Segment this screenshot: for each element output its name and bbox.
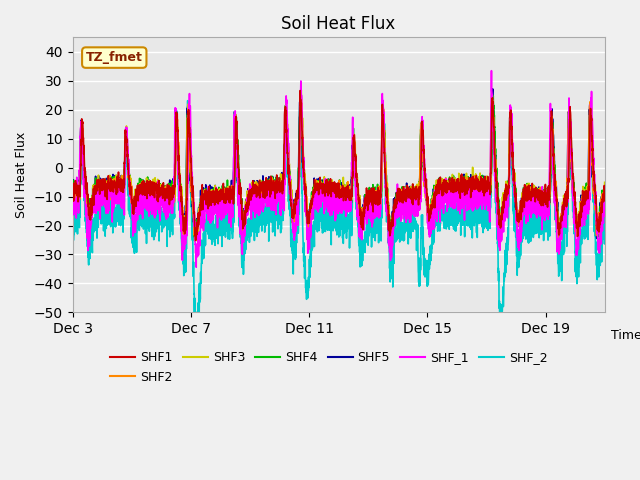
SHF2 [129, 205, 137, 211]
SHF4 [591, 187, 598, 192]
SHF_1 [296, 136, 303, 142]
SHF_2 [489, 92, 497, 98]
SHF5 [193, 237, 200, 243]
Line: SHF5: SHF5 [72, 89, 605, 240]
SHF1 [296, 107, 303, 112]
SHF_2 [296, 144, 303, 149]
SHF1 [273, 172, 280, 178]
SHF2 [273, 184, 280, 190]
SHF2 [161, 194, 168, 200]
SHF5 [161, 201, 168, 206]
SHF3 [298, 87, 305, 93]
SHF4 [68, 197, 76, 203]
SHF1 [591, 188, 598, 193]
SHF1 [533, 189, 541, 195]
X-axis label: Time: Time [611, 329, 640, 342]
SHF_2 [533, 223, 541, 229]
SHF4 [273, 181, 280, 187]
SHF_1 [488, 68, 495, 73]
SHF2 [296, 143, 303, 148]
SHF3 [533, 196, 541, 202]
SHF2 [533, 190, 541, 195]
SHF4 [129, 196, 137, 202]
SHF4 [533, 193, 541, 199]
SHF1 [68, 192, 76, 198]
SHF3 [68, 192, 76, 198]
SHF5 [489, 86, 497, 92]
SHF5 [591, 195, 598, 201]
SHF_1 [129, 203, 137, 209]
SHF2 [297, 91, 305, 97]
SHF5 [601, 187, 609, 192]
Title: Soil Heat Flux: Soil Heat Flux [282, 15, 396, 33]
Line: SHF2: SHF2 [72, 94, 605, 241]
SHF4 [296, 91, 304, 96]
Text: TZ_fmet: TZ_fmet [86, 51, 143, 64]
SHF_2 [68, 222, 76, 228]
SHF3 [129, 197, 137, 203]
SHF3 [161, 195, 168, 201]
SHF4 [161, 192, 168, 198]
SHF2 [68, 188, 76, 194]
SHF1 [129, 199, 137, 205]
SHF_2 [129, 241, 137, 247]
SHF2 [601, 195, 609, 201]
SHF_2 [601, 214, 609, 219]
SHF5 [533, 189, 541, 195]
SHF_1 [591, 171, 598, 177]
SHF_1 [161, 197, 168, 203]
SHF_2 [191, 310, 198, 315]
Line: SHF3: SHF3 [72, 90, 605, 239]
Legend: SHF1, SHF2, SHF3, SHF4, SHF5, SHF_1, SHF_2: SHF1, SHF2, SHF3, SHF4, SHF5, SHF_1, SHF… [106, 347, 552, 389]
SHF1 [296, 88, 304, 94]
Y-axis label: Soil Heat Flux: Soil Heat Flux [15, 132, 28, 218]
SHF_1 [68, 196, 76, 202]
SHF_2 [591, 212, 598, 217]
SHF1 [601, 198, 609, 204]
Line: SHF_2: SHF_2 [72, 95, 605, 312]
SHF4 [601, 184, 609, 190]
SHF_1 [273, 198, 280, 204]
SHF5 [296, 99, 303, 105]
SHF_1 [533, 211, 541, 217]
SHF2 [591, 193, 598, 199]
SHF4 [296, 104, 303, 110]
SHF3 [193, 236, 200, 242]
Line: SHF_1: SHF_1 [72, 71, 605, 267]
SHF5 [129, 213, 137, 218]
SHF5 [273, 185, 280, 191]
SHF4 [387, 239, 395, 244]
SHF_1 [193, 264, 200, 270]
SHF3 [591, 182, 598, 188]
SHF2 [191, 238, 198, 244]
SHF_2 [273, 217, 280, 223]
SHF_1 [601, 210, 609, 216]
SHF_2 [161, 205, 168, 211]
SHF3 [296, 137, 303, 143]
SHF3 [601, 180, 609, 185]
Line: SHF4: SHF4 [72, 94, 605, 241]
SHF1 [161, 198, 168, 204]
Line: SHF1: SHF1 [72, 91, 605, 240]
SHF3 [273, 181, 280, 187]
SHF1 [192, 238, 200, 243]
SHF5 [68, 185, 76, 191]
